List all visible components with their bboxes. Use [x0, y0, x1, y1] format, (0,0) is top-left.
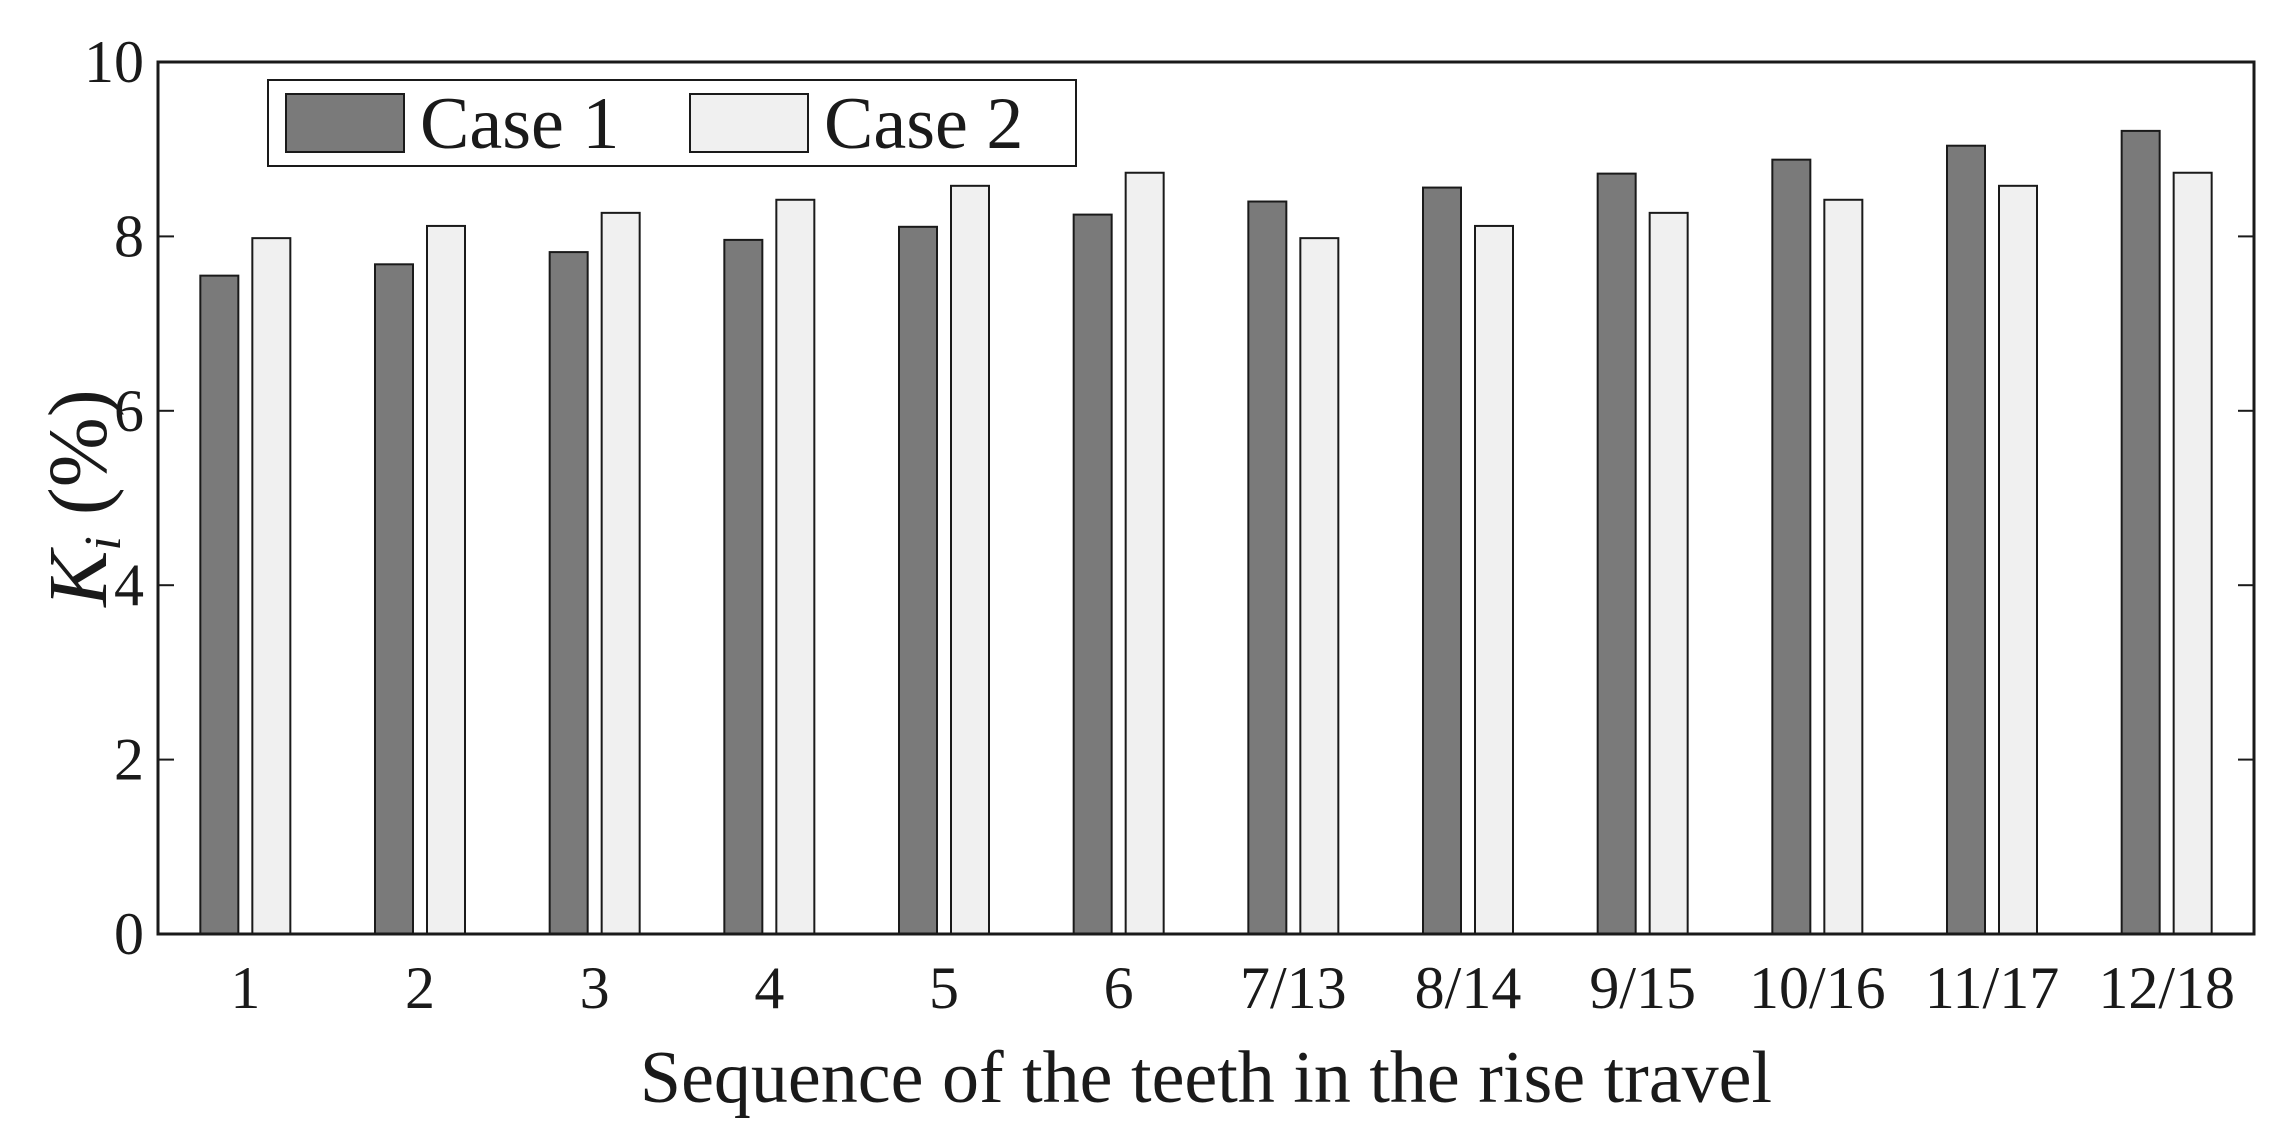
bar-1-6: [1072, 213, 1113, 936]
x-tick-label: 6: [1104, 955, 1134, 1021]
bar-2-6: [1124, 171, 1165, 935]
bar-2-2: [426, 224, 466, 936]
bar-1-12: [2120, 129, 2161, 935]
y-axis-label: Ki (%): [32, 389, 132, 607]
legend-swatch-case-2: [689, 93, 809, 153]
legend-label-case-2: Case 2: [824, 83, 1023, 165]
x-tick-label: 11/17: [1925, 955, 2059, 1021]
x-tick-label: 8/14: [1415, 955, 1522, 1021]
bar-1-9: [1596, 172, 1637, 935]
x-tick-label: 4: [754, 955, 784, 1021]
bar-2-12: [2172, 171, 2213, 935]
x-tick-label: 1: [230, 955, 260, 1021]
plot-frame: [156, 60, 2256, 936]
x-tick-label: 5: [929, 955, 959, 1021]
y-tick-label: 2: [114, 727, 144, 793]
x-tick-label: 9/15: [1589, 955, 1696, 1021]
bar-1-10: [1771, 158, 1812, 935]
bar-1-11: [1946, 144, 1986, 936]
y-axis-label-subscript: i: [75, 536, 132, 550]
bar-1-3: [548, 251, 589, 935]
y-tick-label: 0: [114, 901, 144, 967]
x-tick-label: 2: [405, 955, 435, 1021]
legend-label-case-1: Case 1: [420, 83, 619, 165]
bar-2-7: [1299, 237, 1340, 936]
bar-2-10: [1823, 198, 1864, 935]
y-axis-label-unit: (%): [32, 389, 125, 536]
bar-group: [199, 129, 2213, 936]
x-tick-label: 12/18: [2098, 955, 2235, 1021]
y-tick-label: 10: [84, 29, 144, 95]
y-tick-label: 6: [114, 378, 144, 444]
bar-1-1: [199, 274, 240, 935]
legend-swatch-case-1: [285, 93, 405, 153]
bar-1-7: [1247, 200, 1288, 935]
bar-2-11: [1998, 184, 2038, 936]
x-tick-label: 7/13: [1240, 955, 1347, 1021]
bar-1-2: [374, 263, 414, 935]
bar-1-5: [898, 225, 938, 936]
legend: Case 1 Case 2: [267, 79, 1077, 167]
bar-2-9: [1648, 211, 1689, 935]
bar-2-3: [600, 211, 641, 935]
y-tick-label: 4: [114, 552, 144, 618]
bar-2-5: [950, 184, 990, 936]
bar-2-4: [775, 198, 816, 935]
x-tick-label: 3: [580, 955, 610, 1021]
bar-2-1: [251, 237, 292, 936]
y-axis-label-symbol: K: [32, 547, 125, 608]
bar-2-8: [1474, 224, 1514, 936]
x-axis-label: Sequence of the teeth in the rise travel: [640, 1037, 1772, 1119]
y-axis-ticks: 0 2 4 6 8 10: [84, 29, 2254, 967]
y-tick-label: 8: [114, 203, 144, 269]
x-axis-ticks: 1 2 3 4 5 6 7/13 8/14 9/15 10/16 11/17 12/18: [230, 955, 2235, 1021]
x-tick-label: 10/16: [1749, 955, 1886, 1021]
bar-1-4: [723, 238, 764, 935]
bar-1-8: [1422, 186, 1462, 935]
